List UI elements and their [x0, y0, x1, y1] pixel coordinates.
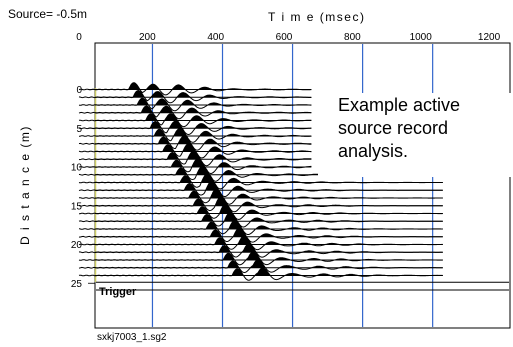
- trace-fill: [95, 244, 443, 253]
- annotation-box: Example active source record analysis.: [318, 93, 513, 177]
- y-tick-label: 0: [76, 85, 82, 96]
- trigger-label: Trigger: [99, 286, 137, 298]
- annotation-line: Example active: [338, 95, 461, 115]
- trace-fill: [95, 136, 312, 144]
- trace-fill: [95, 268, 443, 276]
- trace: [78, 142, 312, 159]
- x-tick-label: 1200: [478, 32, 501, 43]
- trace-wiggle: [78, 227, 443, 243]
- trace: [78, 259, 443, 274]
- seismic-traces: [78, 82, 509, 291]
- trace-fill: [95, 228, 443, 237]
- trace-fill: [95, 82, 312, 90]
- y-tick-label: 5: [76, 124, 82, 135]
- y-tick-label: 20: [71, 240, 83, 251]
- trace-fill: [95, 121, 312, 129]
- trace: [78, 235, 443, 251]
- trace: [78, 251, 443, 266]
- trace: [78, 158, 312, 175]
- x-tick-label: 600: [276, 32, 293, 43]
- trace-wiggle: [78, 235, 443, 251]
- annotation-line: analysis.: [338, 141, 409, 161]
- trace-fill: [95, 220, 443, 229]
- trace: [78, 219, 443, 235]
- source-label: Source= -0.5m: [8, 7, 88, 21]
- y-tick-labels: 0 5 10 15 20 25: [71, 85, 95, 290]
- trace-fill: [95, 204, 443, 214]
- trace: [78, 105, 312, 120]
- trace: [78, 82, 312, 96]
- trace-wiggle: [78, 82, 312, 96]
- y-tick-label: 25: [71, 279, 83, 290]
- trace-fill: [95, 90, 312, 98]
- trace-wiggle: [78, 135, 312, 151]
- trace: [78, 188, 443, 205]
- trace: [78, 89, 312, 104]
- x-axis-title: T i m e (msec): [268, 10, 366, 24]
- trace-fill: [95, 113, 312, 121]
- x-tick-label: 0: [76, 32, 82, 43]
- y-tick-label: 15: [71, 201, 83, 212]
- trace-wiggle: [78, 188, 443, 205]
- x-tick-label: 1000: [410, 32, 433, 43]
- trace-wiggle: [78, 89, 312, 104]
- plot-frame: [94, 42, 511, 329]
- trace-fill: [95, 173, 443, 183]
- trace: [78, 227, 443, 243]
- x-tick-label: 200: [139, 32, 156, 43]
- trace-fill: [95, 181, 443, 191]
- y-axis-title: D i s t a n c e (m): [18, 125, 32, 245]
- y-tick-label: 10: [71, 163, 83, 174]
- trace: [79, 127, 312, 143]
- trace: [78, 243, 443, 258]
- trace: [78, 267, 443, 281]
- file-name: sxkj7003_1.sg2: [97, 332, 167, 343]
- trace: [78, 135, 312, 151]
- trace: [78, 97, 312, 112]
- trace: [78, 150, 312, 167]
- x-tick-labels: 0 200 400 600 800 1000 1200: [76, 32, 500, 43]
- trace-wiggle: [79, 127, 312, 143]
- x-tick-label: 400: [207, 32, 224, 43]
- trace: [78, 120, 312, 136]
- trace-fill: [95, 128, 312, 136]
- trace: [78, 181, 443, 197]
- trace: [78, 173, 443, 190]
- trace-wiggle: [78, 243, 443, 258]
- trace-fill: [95, 158, 312, 167]
- trace-fill: [95, 212, 443, 222]
- trace-fill: [95, 189, 443, 198]
- trace: [78, 113, 312, 128]
- annotation-line: source record: [338, 118, 449, 138]
- trace-fill: [95, 236, 443, 245]
- trace-wiggle: [78, 181, 443, 197]
- vertical-grid-lines: [151, 44, 434, 327]
- x-tick-label: 800: [344, 32, 361, 43]
- trace: [78, 196, 443, 213]
- trace: [78, 212, 443, 228]
- trace-fill: [95, 166, 443, 175]
- trace: [79, 204, 443, 220]
- trace-wiggle: [79, 204, 443, 220]
